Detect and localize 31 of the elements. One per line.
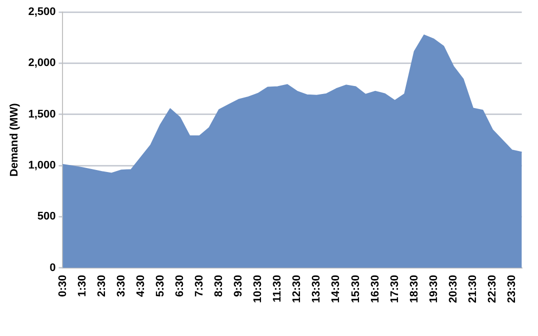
x-tick-label: 1:30 (76, 274, 88, 297)
x-tick-label: 17:30 (388, 274, 401, 304)
x-tick-label: 10:30 (252, 274, 264, 304)
x-tick-label: 16:30 (369, 274, 382, 304)
x-tick-label: 12:30 (291, 274, 304, 304)
x-tick-label: 14:30 (330, 274, 342, 304)
y-axis-title: Demand (MW) (8, 102, 21, 177)
x-tick-label: 19:30 (428, 274, 440, 304)
x-tick-label: 6:30 (174, 274, 186, 297)
x-tick-label: 15:30 (350, 274, 362, 304)
x-tick-label: 4:30 (134, 274, 147, 297)
y-tick-label: 0 (50, 262, 56, 274)
x-tick-label: 9:30 (232, 274, 245, 297)
x-tick-label: 13:30 (310, 274, 323, 304)
x-tick-label: 18:30 (408, 274, 420, 304)
y-tick-label: 1,500 (28, 108, 56, 120)
x-tick-label: 20:30 (447, 274, 460, 304)
x-tick-label: 22:30 (486, 274, 499, 304)
x-tick-label: 2:30 (96, 274, 108, 297)
x-tick-label: 11:30 (272, 274, 284, 302)
x-tick-label: 5:30 (154, 274, 166, 297)
x-tick-label: 3:30 (115, 274, 128, 297)
x-tick-label: 0:30 (56, 274, 69, 297)
x-tick-label: 7:30 (194, 274, 206, 297)
y-tick-label: 500 (37, 210, 56, 223)
x-tick-label: 8:30 (213, 274, 226, 297)
x-tick-label: 21:30 (466, 274, 479, 304)
y-tick-label: 1,000 (28, 160, 56, 172)
x-tick-label: 23:30 (506, 274, 518, 304)
y-tick-label: 2,000 (28, 57, 56, 70)
y-tick-label: 2,500 (28, 6, 56, 18)
